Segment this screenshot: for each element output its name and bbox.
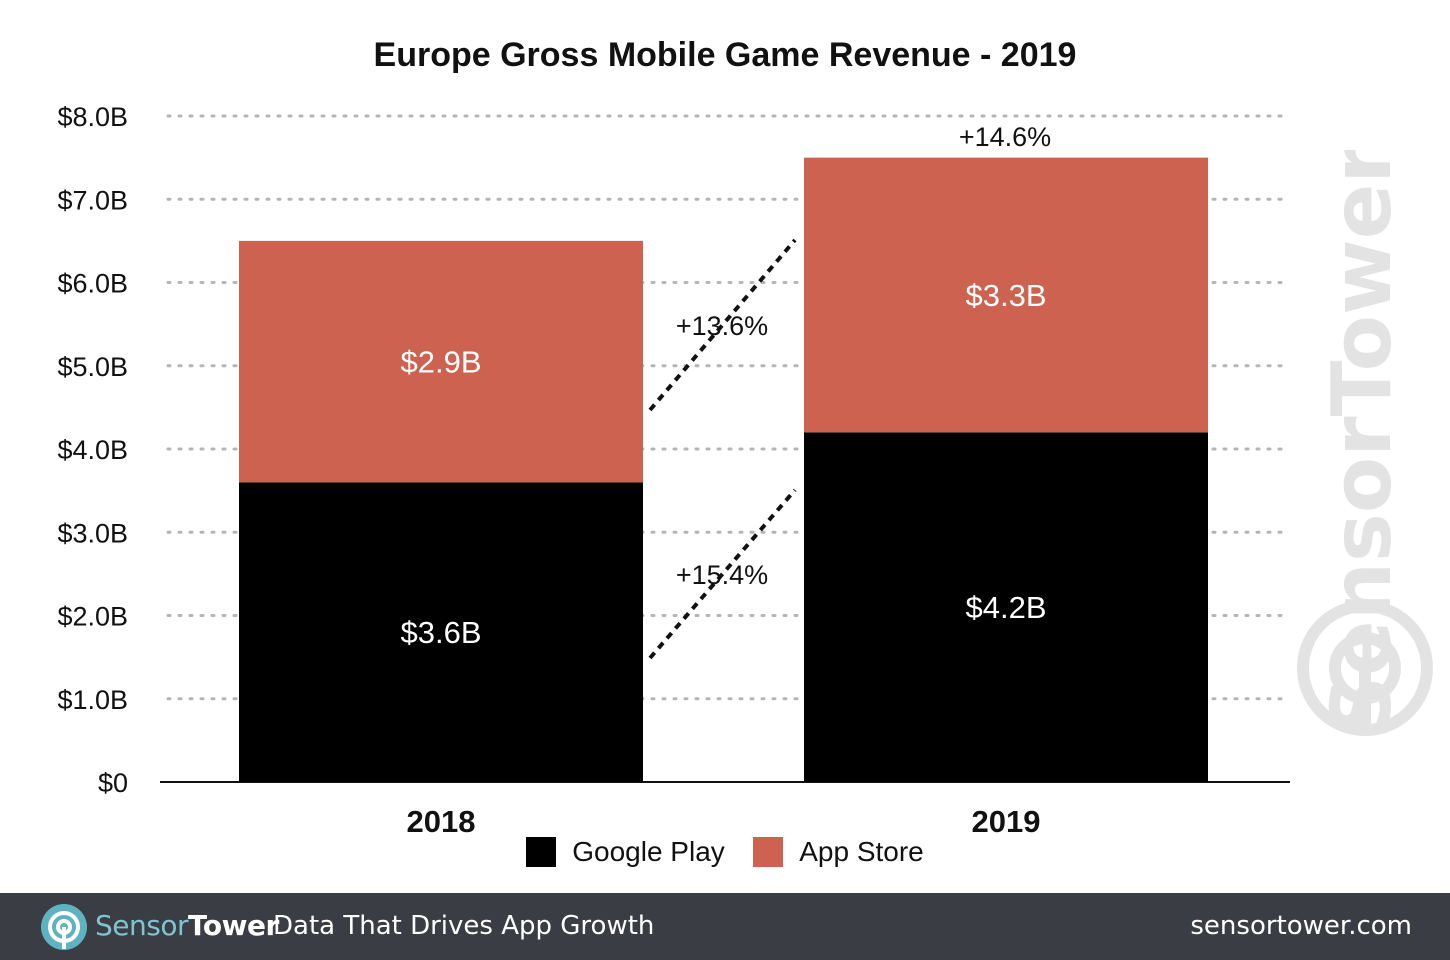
legend-swatch-google-play — [526, 837, 557, 867]
legend-item-google-play: Google Play — [526, 836, 725, 868]
data-label: $3.3B — [965, 278, 1046, 313]
footer-bar: SensorTower Data That Drives App Growth … — [0, 893, 1450, 960]
data-label: $2.9B — [400, 345, 481, 380]
footer-tagline: Data That Drives App Growth — [273, 911, 655, 941]
y-tick-label: $5.0B — [57, 352, 128, 382]
total-growth-label: +14.6% — [959, 122, 1051, 152]
chart-svg: Europe Gross Mobile Game Revenue - 2019 … — [57, 36, 1290, 839]
footer-url[interactable]: sensortower.com — [1190, 911, 1412, 941]
y-tick-label: $7.0B — [57, 185, 128, 215]
y-tick-label: $6.0B — [57, 269, 128, 299]
google-play-growth-connector — [648, 488, 797, 660]
legend-label-google-play: Google Play — [572, 836, 725, 867]
footer-brand-part2: Tower — [187, 909, 279, 942]
bar-app-store-2019 — [804, 157, 1208, 433]
x-tick-label: 2019 — [972, 804, 1041, 839]
footer-brand-part1: Sensor — [95, 909, 188, 942]
bars-layer: $3.6B $2.9B $4.2B $3.3B — [239, 157, 1208, 782]
y-tick-label: $2.0B — [57, 602, 128, 632]
legend-item-app-store: App Store — [753, 836, 924, 868]
legend-swatch-app-store — [753, 837, 784, 867]
legend-label-app-store: App Store — [799, 836, 924, 867]
bar-google-play-2018 — [239, 482, 643, 782]
sensortower-logo-icon — [41, 904, 87, 950]
watermark-logo-icon — [1297, 600, 1433, 736]
y-tick-label: $8.0B — [57, 102, 128, 132]
bar-app-store-2018 — [239, 240, 643, 483]
y-tick-label: $0 — [98, 768, 128, 798]
legend: Google Play App Store — [0, 836, 1450, 876]
chart-area: Europe Gross Mobile Game Revenue - 2019 … — [0, 36, 1450, 876]
data-label: $3.6B — [400, 615, 481, 650]
annotations-layer: +14.6% +13.6% +15.4% — [648, 122, 1051, 660]
chart-title: Europe Gross Mobile Game Revenue - 2019 — [374, 36, 1077, 74]
x-axis: 2018 2019 — [407, 804, 1041, 839]
footer-brand: SensorTower — [95, 909, 279, 942]
x-tick-label: 2018 — [407, 804, 476, 839]
app-store-growth-connector — [648, 238, 797, 412]
data-label: $4.2B — [965, 590, 1046, 625]
y-tick-label: $1.0B — [57, 685, 128, 715]
y-tick-label: $4.0B — [57, 435, 128, 465]
bar-google-play-2019 — [804, 432, 1208, 782]
y-tick-label: $3.0B — [57, 518, 128, 548]
